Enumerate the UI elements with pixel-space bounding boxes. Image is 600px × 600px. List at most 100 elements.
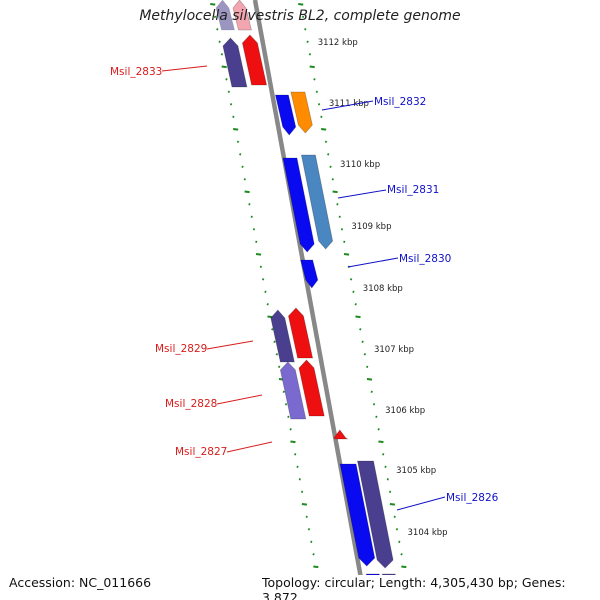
gene-leader-line xyxy=(337,189,387,199)
cds-msil-2831-b xyxy=(300,154,334,250)
tick-mark xyxy=(241,165,244,169)
tick-mark xyxy=(388,490,392,494)
tick-mark xyxy=(309,65,315,69)
tick-mark xyxy=(378,440,384,444)
tick-mark xyxy=(313,565,319,569)
tick-mark xyxy=(216,28,219,31)
kbp-labels: 3112 kbp 3111 kbp 3110 kbp 3109 kbp 3108 kbp… xyxy=(318,38,459,600)
tick-mark xyxy=(255,240,258,244)
tick-mark xyxy=(363,353,367,356)
tick-mark xyxy=(273,340,276,344)
gene-leader-line xyxy=(347,257,399,268)
tick-mark xyxy=(386,478,389,481)
tick-mark xyxy=(221,65,227,69)
tick-mark xyxy=(324,140,328,144)
gene-label[interactable]: Msil_2826 xyxy=(446,492,499,504)
tick-mark xyxy=(278,365,281,369)
tick-mark xyxy=(338,215,341,219)
tick-mark xyxy=(298,3,304,6)
tick-mark xyxy=(343,240,346,244)
kbp-label: 3105 kbp xyxy=(396,466,436,476)
tick-mark xyxy=(284,403,288,406)
cds-top-pink xyxy=(232,0,253,31)
cds-msil-2826-b xyxy=(357,460,394,569)
tick-mark xyxy=(343,253,350,256)
tick-mark xyxy=(382,453,385,456)
gene-leader-line xyxy=(161,65,208,72)
tick-mark xyxy=(244,190,250,194)
tick-mark xyxy=(239,153,242,156)
accession-text: Accession: NC_011666 xyxy=(9,575,152,590)
cds-msil-2830 xyxy=(300,259,319,289)
genome-title: Methylocella silvestris BL2, complete ge… xyxy=(139,8,461,24)
tick-mark xyxy=(210,3,216,6)
tick-mark xyxy=(305,515,308,519)
tick-mark xyxy=(300,490,304,494)
genome-backbone xyxy=(252,0,368,600)
tick-mark xyxy=(317,103,321,106)
tick-mark xyxy=(229,103,233,106)
tick-mark xyxy=(243,178,246,181)
cds-msil-2827 xyxy=(333,429,349,440)
tick-mark xyxy=(308,53,312,56)
gene-label[interactable]: Msil_2830 xyxy=(399,253,451,265)
tick-mark xyxy=(370,390,373,394)
cds-msil-2829 xyxy=(288,307,314,359)
cds-msil-2832 xyxy=(290,91,313,134)
tick-mark xyxy=(375,415,378,419)
tick-mark xyxy=(301,15,305,19)
tick-mark xyxy=(261,278,265,281)
cds-msil-2829-dark xyxy=(270,309,295,363)
gene-leader-line xyxy=(396,496,446,511)
tick-mark xyxy=(282,390,285,394)
tick-mark xyxy=(395,528,399,531)
tick-mark xyxy=(320,115,323,119)
kbp-label: 3111 kbp xyxy=(329,99,369,109)
tick-mark xyxy=(349,278,353,281)
cds-msil-2831 xyxy=(282,157,315,253)
kbp-label: 3112 kbp xyxy=(318,38,358,48)
tick-mark xyxy=(355,315,361,319)
gene-label[interactable]: Msil_2829 xyxy=(155,343,207,355)
kbp-label: 3106 kbp xyxy=(385,406,425,416)
gene-label[interactable]: Msil_2833 xyxy=(110,66,162,78)
tick-mark xyxy=(336,203,339,206)
gene-leader-line xyxy=(226,441,273,453)
tick-mark xyxy=(398,540,401,544)
tick-mark xyxy=(267,315,273,319)
cds-msil-2828-light xyxy=(279,361,307,420)
gene-labels: Msil_2833 Msil_2832 Msil_2831 Msil_2830 Msil… xyxy=(110,65,499,511)
gene-leader-line xyxy=(321,100,374,111)
tick-mark xyxy=(401,565,407,569)
tick-mark xyxy=(218,40,221,44)
tick-mark xyxy=(332,190,338,194)
kbp-label: 3107 kbp xyxy=(374,345,414,355)
tick-mark xyxy=(340,228,344,231)
tick-mark xyxy=(310,540,313,544)
tick-mark xyxy=(287,415,290,419)
tick-mark xyxy=(275,353,279,356)
tick-mark xyxy=(389,503,396,506)
gene-label[interactable]: Msil_2827 xyxy=(175,446,227,458)
tick-mark xyxy=(296,465,299,469)
tick-mark xyxy=(306,40,309,44)
gene-label[interactable]: Msil_2832 xyxy=(374,96,426,108)
tick-mark xyxy=(384,465,387,469)
tick-mark xyxy=(331,178,334,181)
cds-msil-2828 xyxy=(298,359,325,417)
gene-leader-line xyxy=(216,394,263,405)
tick-mark xyxy=(213,15,217,19)
tick-mark xyxy=(255,253,262,256)
tick-mark xyxy=(220,53,224,56)
tick-mark xyxy=(366,378,373,381)
kbp-label: 3109 kbp xyxy=(351,222,391,232)
gene-leader-line xyxy=(206,340,254,350)
gene-label[interactable]: Msil_2831 xyxy=(387,184,439,196)
gene-label[interactable]: Msil_2828 xyxy=(165,398,217,410)
cds-msil-2832-a xyxy=(274,94,297,136)
tick-mark xyxy=(264,290,267,294)
tick-mark xyxy=(266,303,269,306)
tick-mark xyxy=(393,515,396,519)
